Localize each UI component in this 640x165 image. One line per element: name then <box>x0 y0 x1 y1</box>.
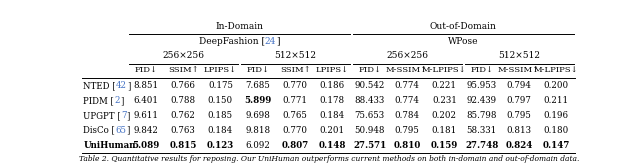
Text: 9.611: 9.611 <box>133 111 158 120</box>
Text: 95.953: 95.953 <box>467 81 497 90</box>
Text: 0.178: 0.178 <box>320 96 345 105</box>
Text: 92.439: 92.439 <box>467 96 497 105</box>
Text: ]: ] <box>127 111 130 120</box>
Text: 0.181: 0.181 <box>432 126 457 135</box>
Text: 0.762: 0.762 <box>171 111 196 120</box>
Text: M-LPIPS↓: M-LPIPS↓ <box>422 66 467 74</box>
Text: LPIPS↓: LPIPS↓ <box>316 66 349 74</box>
Text: ]: ] <box>276 37 280 46</box>
Text: 9.818: 9.818 <box>245 126 270 135</box>
Text: 0.763: 0.763 <box>171 126 195 135</box>
Text: 5.899: 5.899 <box>244 96 271 105</box>
Text: WPose: WPose <box>448 37 478 46</box>
Text: 9.842: 9.842 <box>133 126 158 135</box>
Text: ]: ] <box>127 81 131 90</box>
Text: LPIPS↓: LPIPS↓ <box>204 66 237 74</box>
Text: ]: ] <box>126 126 130 135</box>
Text: 512×512: 512×512 <box>498 51 540 60</box>
Text: 9.698: 9.698 <box>245 111 270 120</box>
Text: UniHuman: UniHuman <box>83 141 136 150</box>
Text: 0.196: 0.196 <box>544 111 569 120</box>
Text: 27.571: 27.571 <box>353 141 387 150</box>
Text: In-Domain: In-Domain <box>215 22 263 31</box>
Text: 0.231: 0.231 <box>432 96 457 105</box>
Text: 0.807: 0.807 <box>282 141 308 150</box>
Text: 85.798: 85.798 <box>467 111 497 120</box>
Text: 90.542: 90.542 <box>355 81 385 90</box>
Text: UPGPT [: UPGPT [ <box>83 111 121 120</box>
Text: 0.795: 0.795 <box>395 126 419 135</box>
Text: 0.770: 0.770 <box>283 126 308 135</box>
Text: 0.765: 0.765 <box>283 111 307 120</box>
Text: 0.184: 0.184 <box>320 111 345 120</box>
Text: 7: 7 <box>121 111 127 120</box>
Text: 0.795: 0.795 <box>507 111 531 120</box>
Text: 0.770: 0.770 <box>283 81 308 90</box>
Text: M-SSIM↑: M-SSIM↑ <box>386 66 428 74</box>
Text: 42: 42 <box>116 81 127 90</box>
Text: 0.797: 0.797 <box>507 96 531 105</box>
Text: 0.148: 0.148 <box>319 141 346 150</box>
Text: SSIM↑: SSIM↑ <box>280 66 310 74</box>
Text: NTED [: NTED [ <box>83 81 116 90</box>
Text: 0.202: 0.202 <box>432 111 457 120</box>
Text: 7.685: 7.685 <box>245 81 270 90</box>
Text: 0.147: 0.147 <box>543 141 570 150</box>
Text: 27.748: 27.748 <box>465 141 499 150</box>
Text: 0.201: 0.201 <box>320 126 345 135</box>
Text: ]: ] <box>120 96 124 105</box>
Text: 75.653: 75.653 <box>355 111 385 120</box>
Text: 0.766: 0.766 <box>171 81 196 90</box>
Text: 24: 24 <box>265 37 276 46</box>
Text: 0.211: 0.211 <box>544 96 569 105</box>
Text: 0.123: 0.123 <box>207 141 234 150</box>
Text: 256×256: 256×256 <box>162 51 204 60</box>
Text: 0.810: 0.810 <box>394 141 420 150</box>
Text: 256×256: 256×256 <box>386 51 428 60</box>
Text: 512×512: 512×512 <box>274 51 316 60</box>
Text: 0.794: 0.794 <box>507 81 531 90</box>
Text: DisCo [: DisCo [ <box>83 126 115 135</box>
Text: 6.092: 6.092 <box>245 141 270 150</box>
Text: 88.433: 88.433 <box>355 96 385 105</box>
Text: Table 2. Quantitative results for reposing. Our UniHuman outperforms current met: Table 2. Quantitative results for reposi… <box>79 155 579 164</box>
Text: 0.815: 0.815 <box>170 141 196 150</box>
Text: M-LPIPS↓: M-LPIPS↓ <box>534 66 579 74</box>
Text: 6.401: 6.401 <box>133 96 158 105</box>
Text: 8.851: 8.851 <box>133 81 158 90</box>
Text: 2: 2 <box>115 96 120 105</box>
Text: 0.175: 0.175 <box>208 81 233 90</box>
Text: FID↓: FID↓ <box>358 66 381 74</box>
Text: 0.180: 0.180 <box>544 126 569 135</box>
Text: 0.186: 0.186 <box>320 81 345 90</box>
Text: PIDM [: PIDM [ <box>83 96 115 105</box>
Text: 65: 65 <box>115 126 126 135</box>
Text: 50.948: 50.948 <box>355 126 385 135</box>
Text: 0.788: 0.788 <box>170 96 196 105</box>
Text: 0.824: 0.824 <box>506 141 532 150</box>
Text: FID↓: FID↓ <box>470 66 493 74</box>
Text: 0.200: 0.200 <box>544 81 569 90</box>
Text: 0.184: 0.184 <box>208 126 233 135</box>
Text: M-SSIM↑: M-SSIM↑ <box>498 66 540 74</box>
Text: 0.771: 0.771 <box>283 96 308 105</box>
Text: 0.774: 0.774 <box>395 96 419 105</box>
Text: 0.813: 0.813 <box>506 126 532 135</box>
Text: DeepFashion [: DeepFashion [ <box>198 37 265 46</box>
Text: 0.221: 0.221 <box>432 81 457 90</box>
Text: FID↓: FID↓ <box>246 66 269 74</box>
Text: 0.774: 0.774 <box>395 81 419 90</box>
Text: 0.784: 0.784 <box>394 111 420 120</box>
Text: Out-of-Domain: Out-of-Domain <box>429 22 497 31</box>
Text: SSIM↑: SSIM↑ <box>168 66 198 74</box>
Text: 0.150: 0.150 <box>208 96 233 105</box>
Text: 0.159: 0.159 <box>431 141 458 150</box>
Text: 0.185: 0.185 <box>208 111 233 120</box>
Text: FID↓: FID↓ <box>134 66 157 74</box>
Text: 58.331: 58.331 <box>467 126 497 135</box>
Text: 5.089: 5.089 <box>132 141 159 150</box>
